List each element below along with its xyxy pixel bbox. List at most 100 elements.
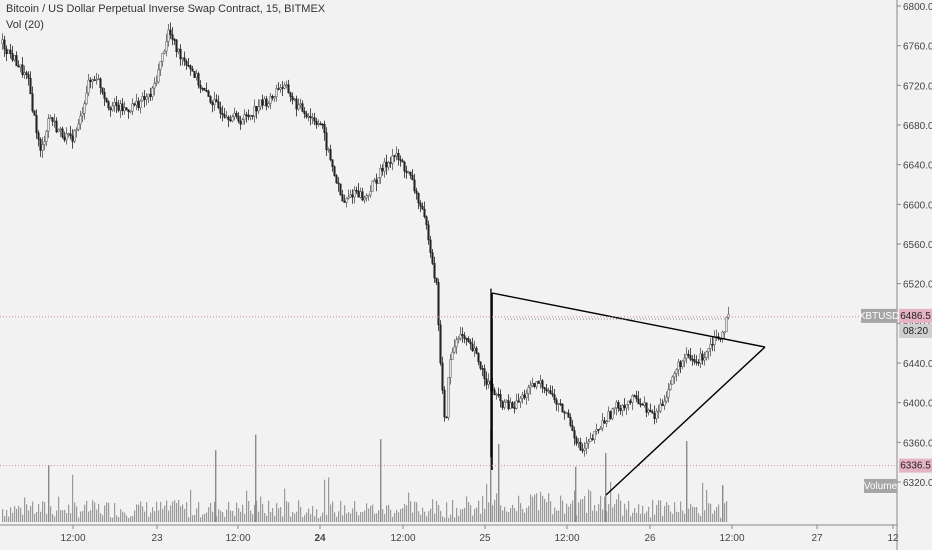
volume-bar (178, 499, 180, 522)
volume-bar (10, 507, 12, 522)
candle-body (159, 61, 162, 70)
volume-bar (68, 504, 70, 522)
candle-body (539, 380, 542, 384)
volume-bar (456, 507, 458, 522)
volume-bar (406, 505, 408, 522)
candle-body (235, 112, 238, 117)
candle-body (503, 401, 506, 408)
candle-body (379, 167, 382, 178)
candle-body (233, 112, 236, 118)
volume-bar (284, 488, 286, 522)
volume-bar (644, 513, 646, 522)
candle-body (683, 357, 686, 362)
volume-bar (250, 510, 252, 522)
candle-body (519, 397, 522, 403)
volume-bar (64, 509, 66, 522)
candle-body (707, 348, 710, 353)
volume-bar (156, 501, 158, 522)
candle-body (499, 394, 502, 402)
volume-bar (228, 501, 230, 522)
volume-bar (560, 495, 562, 522)
trendlines[interactable] (491, 292, 766, 496)
candle-body (459, 334, 462, 339)
candle-body (555, 399, 558, 405)
volume-bar (482, 496, 484, 522)
candle-body (387, 162, 390, 168)
volume-bar (400, 509, 402, 522)
volume-bar (580, 499, 582, 522)
candle-body (135, 100, 138, 106)
volume-bar (704, 510, 706, 522)
candle-body (445, 416, 448, 419)
candle-body (311, 117, 314, 119)
candle-body (307, 115, 310, 118)
candle-body (475, 347, 478, 354)
volume-bar (630, 516, 632, 522)
candle-body (133, 103, 136, 106)
volume-bar (212, 511, 214, 522)
volume-bar (60, 510, 62, 522)
volume-bar (294, 513, 296, 522)
volume-bar (144, 511, 146, 522)
volume-bar (674, 502, 676, 522)
candle-body (131, 103, 134, 112)
candle-body (675, 369, 678, 374)
candle-body (103, 92, 106, 99)
candle-body (565, 412, 568, 415)
volume-spike (215, 450, 217, 522)
volume-bar (302, 517, 304, 522)
volume-bar (210, 503, 212, 522)
volume-bar (534, 494, 536, 522)
candle-body (415, 190, 418, 194)
candle-body (15, 55, 18, 67)
candle-body (635, 395, 638, 400)
volume-bar (240, 511, 242, 522)
candle-body (91, 79, 94, 82)
volume-bar (610, 481, 612, 522)
volume-bar (654, 514, 656, 522)
volume-bar (220, 510, 222, 522)
volume-bar (262, 503, 264, 522)
candle-body (601, 420, 604, 429)
candle-body (289, 92, 292, 97)
candle-body (329, 149, 332, 161)
volume-bar (598, 504, 600, 522)
volume-bar (426, 516, 428, 522)
candle-body (641, 404, 644, 406)
y-tick-label: 6560.0 (903, 240, 932, 251)
candle-body (413, 179, 416, 192)
volume-bar (396, 509, 398, 522)
volume-bar (394, 512, 396, 522)
candle-body (559, 403, 562, 405)
volume-bar (146, 502, 148, 522)
volume-bar (130, 516, 132, 522)
volume-spike (575, 466, 577, 522)
volume-bar (192, 515, 194, 522)
x-tick-label: 27 (811, 533, 823, 544)
volume-bar (408, 492, 410, 522)
volume-bar (698, 513, 700, 522)
candle-body (35, 115, 38, 134)
volume-bar (80, 511, 82, 522)
volume-bar (318, 517, 320, 522)
volume-bar (56, 510, 58, 522)
volume-bar (346, 513, 348, 522)
y-tick-label: 6640.0 (903, 161, 932, 172)
volume-bar (168, 510, 170, 522)
candle-body (63, 136, 66, 141)
volume-bar (22, 514, 24, 522)
candle-body (229, 119, 232, 122)
volume-bar (530, 494, 532, 522)
candle-body (617, 402, 620, 409)
candle-body (39, 139, 42, 151)
volume-bar (2, 509, 4, 522)
candle-body (507, 400, 510, 409)
volume-bar (74, 502, 76, 522)
volume-bar (514, 508, 516, 522)
volume-bar (328, 477, 330, 522)
candle-body (657, 410, 660, 413)
candle-body (485, 378, 488, 385)
candle-body (393, 155, 396, 158)
candle-body (145, 96, 148, 100)
